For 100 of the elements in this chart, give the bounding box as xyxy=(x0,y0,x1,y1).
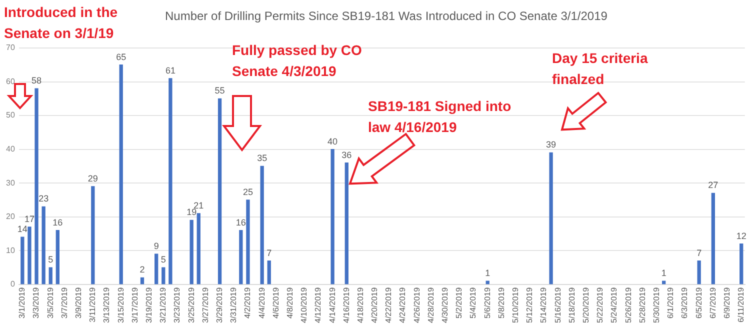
x-tick-label: 4/4/2019 xyxy=(257,286,266,319)
data-label: 7 xyxy=(266,248,272,258)
y-tick-label: 50 xyxy=(6,110,16,120)
data-label: 5 xyxy=(48,254,54,265)
bar xyxy=(246,200,250,284)
bar xyxy=(486,280,490,284)
bar xyxy=(168,78,172,284)
bar xyxy=(20,236,24,284)
data-label: 12 xyxy=(736,230,746,241)
data-label: 16 xyxy=(52,217,63,228)
x-tick-label: 5/28/2019 xyxy=(638,286,647,324)
x-tick-label: 5/8/2019 xyxy=(496,286,506,319)
bar xyxy=(140,277,144,284)
x-tick-label: 3/31/2019 xyxy=(229,286,238,324)
x-tick-label: 4/30/2019 xyxy=(440,286,450,324)
x-tick-label: 4/26/2019 xyxy=(412,286,422,324)
bar xyxy=(662,280,666,284)
data-label: 17 xyxy=(24,214,34,224)
y-tick-label: 0 xyxy=(10,280,16,289)
bar xyxy=(549,152,553,284)
data-label: 2 xyxy=(140,264,145,275)
bar xyxy=(28,226,32,284)
text: Introduced in the Senate on 3/1/19 xyxy=(4,3,119,43)
x-tick-label: 3/19/2019 xyxy=(144,286,154,324)
x-tick-label: 3/15/2019 xyxy=(116,286,126,324)
data-label: 5 xyxy=(160,254,166,265)
x-tick-label: 3/1/2019 xyxy=(18,286,27,319)
x-tick-label: 5/24/2019 xyxy=(610,286,619,324)
x-tick-label: 6/5/2019 xyxy=(694,286,704,319)
bar xyxy=(267,260,271,284)
x-tick-label: 3/21/2019 xyxy=(158,286,168,324)
x-tick-label: 5/18/2019 xyxy=(567,286,576,324)
x-tick-label: 3/11/2019 xyxy=(88,286,98,322)
data-label: 9 xyxy=(154,241,159,251)
x-tick-label: 4/20/2019 xyxy=(370,286,380,324)
bar xyxy=(330,148,334,284)
y-tick-label: 70 xyxy=(6,43,16,52)
x-tick-label: 4/2/2019 xyxy=(243,286,252,319)
bar xyxy=(697,260,701,284)
x-tick-label: 5/14/2019 xyxy=(539,286,548,324)
data-label: 23 xyxy=(38,194,49,204)
bar xyxy=(260,166,264,284)
x-tick-label: 6/7/2019 xyxy=(708,286,718,319)
bar xyxy=(196,213,200,284)
y-tick-label: 20 xyxy=(6,212,16,222)
bar xyxy=(190,220,194,284)
x-tick-label: 3/29/2019 xyxy=(214,286,224,324)
x-tick-label: 4/8/2019 xyxy=(285,286,294,319)
x-tick-label: 4/22/2019 xyxy=(384,286,394,324)
bar xyxy=(344,162,348,284)
chart-title: Number of Drilling Permits Since SB19-181 Was Introduced in CO Senate 3/1/2019 xyxy=(165,9,608,23)
x-tick-label: 3/7/2019 xyxy=(60,286,69,319)
x-tick-label: 3/9/2019 xyxy=(74,286,84,319)
x-tick-label: 4/14/2019 xyxy=(328,286,337,324)
annotation: Fully passed by CO Senate 4/3/2019 xyxy=(232,41,363,81)
x-tick-label: 4/18/2019 xyxy=(356,286,365,324)
x-tick-label: 5/6/2019 xyxy=(482,286,492,319)
data-label: 35 xyxy=(257,153,268,164)
bar xyxy=(239,230,243,284)
data-label: 27 xyxy=(708,180,718,190)
x-tick-label: 3/17/2019 xyxy=(130,286,140,324)
y-tick-label: 40 xyxy=(6,144,16,154)
bar xyxy=(91,186,95,284)
x-tick-label: 4/28/2019 xyxy=(426,286,436,324)
bar xyxy=(740,244,744,284)
x-tick-label: 3/23/2019 xyxy=(172,286,182,324)
x-tick-label: 5/30/2019 xyxy=(652,286,661,324)
data-label: 39 xyxy=(546,140,556,150)
bar xyxy=(162,267,166,284)
bar xyxy=(711,192,715,284)
data-label: 58 xyxy=(32,76,42,86)
x-tick-label: 3/3/2019 xyxy=(32,286,41,319)
bar xyxy=(42,206,46,284)
x-tick-label: 3/27/2019 xyxy=(200,286,210,324)
y-tick-label: 60 xyxy=(6,76,16,86)
x-tick-label: 6/9/2019 xyxy=(722,286,732,319)
y-tick-label: 10 xyxy=(6,246,16,255)
x-tick-label: 4/10/2019 xyxy=(300,286,309,324)
x-tick-label: 5/12/2019 xyxy=(525,286,534,324)
x-tick-label: 3/5/2019 xyxy=(46,286,55,319)
data-label: 61 xyxy=(165,65,176,76)
annotation: Day 15 criteria finalzed xyxy=(552,49,649,89)
data-label: 1 xyxy=(485,268,490,278)
y-tick-label: 30 xyxy=(6,178,16,188)
data-label: 29 xyxy=(88,173,98,184)
data-label: 65 xyxy=(116,52,126,62)
bar xyxy=(218,98,222,284)
x-tick-label: 6/3/2019 xyxy=(680,286,690,319)
x-tick-label: 6/1/2019 xyxy=(666,286,676,319)
x-tick-label: 5/26/2019 xyxy=(624,286,633,324)
x-tick-label: 5/2/2019 xyxy=(454,286,464,319)
x-tick-label: 4/24/2019 xyxy=(398,286,408,324)
bar xyxy=(34,88,38,284)
x-tick-label: 6/11/2019 xyxy=(736,286,746,322)
data-label: 14 xyxy=(17,224,28,234)
data-label: 16 xyxy=(236,217,246,228)
x-tick-label: 5/4/2019 xyxy=(468,286,478,319)
x-tick-label: 4/12/2019 xyxy=(314,286,323,324)
x-tick-label: 5/20/2019 xyxy=(582,286,590,324)
data-label: 55 xyxy=(214,86,225,96)
